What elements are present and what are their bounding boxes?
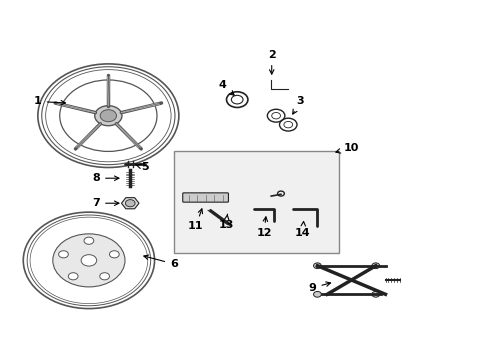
Circle shape [68, 273, 78, 280]
Text: 10: 10 [335, 143, 358, 153]
Circle shape [100, 273, 109, 280]
Circle shape [371, 263, 379, 269]
Text: 7: 7 [92, 198, 119, 208]
Text: 11: 11 [188, 209, 203, 231]
Text: 4: 4 [218, 80, 234, 95]
Circle shape [313, 292, 321, 297]
Text: 5: 5 [135, 162, 148, 172]
Text: 13: 13 [218, 214, 233, 230]
Circle shape [84, 237, 94, 244]
Circle shape [313, 263, 321, 269]
Circle shape [125, 200, 135, 207]
Text: 8: 8 [92, 173, 119, 183]
Text: 3: 3 [292, 96, 304, 114]
Text: 1: 1 [34, 96, 65, 107]
Bar [174, 152, 339, 253]
Text: 14: 14 [294, 221, 310, 238]
FancyBboxPatch shape [183, 193, 228, 202]
Circle shape [109, 251, 119, 258]
Circle shape [59, 251, 68, 258]
Polygon shape [121, 198, 139, 209]
Circle shape [371, 292, 379, 297]
Text: 12: 12 [256, 217, 271, 238]
Text: 6: 6 [143, 255, 178, 269]
Circle shape [100, 110, 116, 122]
Text: 2: 2 [267, 50, 275, 74]
Text: 9: 9 [308, 282, 330, 293]
Circle shape [95, 106, 122, 126]
Circle shape [81, 255, 97, 266]
Circle shape [53, 234, 125, 287]
